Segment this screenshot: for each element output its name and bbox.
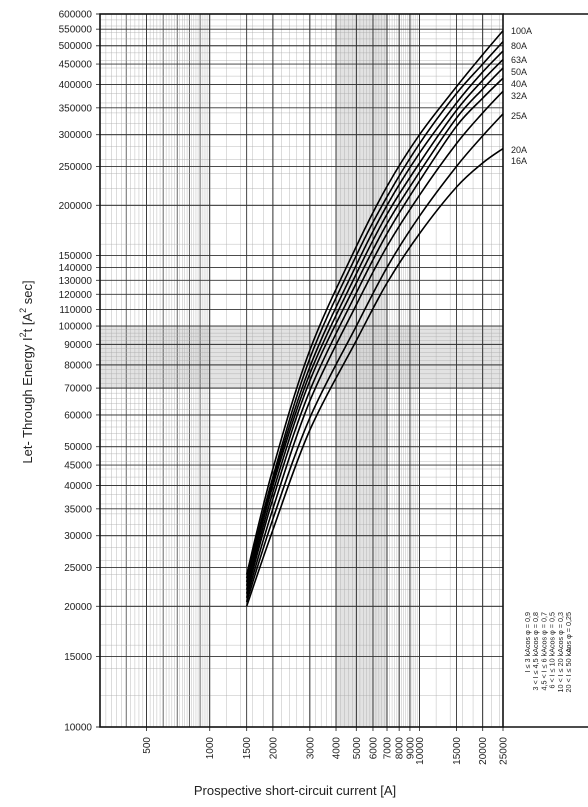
y-tick-label: 130000 [59, 276, 93, 287]
y-tick-label: 120000 [59, 290, 93, 301]
x-tick-label: 15000 [452, 737, 463, 765]
series-curve-80A [245, 41, 504, 579]
curve-label: 40A [511, 79, 527, 89]
y-tick-label: 60000 [64, 410, 92, 421]
table-range-cell: 4,5 < I ≤ 6 kA [539, 648, 548, 691]
y-axis-label-sup2: 2 [18, 308, 28, 313]
curve-label: 32A [511, 91, 527, 101]
curve-label: 50A [511, 67, 527, 77]
y-tick-labels: 10000 15000 20000 25000 30000 35000 40000 45000… [59, 10, 93, 734]
y-tick-label: 50000 [64, 442, 92, 453]
y-tick-label: 20000 [64, 602, 92, 613]
x-tick-label: 20000 [478, 737, 489, 765]
series-curve-25A [245, 90, 504, 599]
y-axis-label-end: sec] [20, 280, 35, 307]
y-tick-label: 450000 [59, 60, 93, 71]
y-tick-label: 400000 [59, 80, 93, 91]
y-tick-label: 35000 [64, 504, 92, 515]
y-tick-label: 80000 [64, 360, 92, 371]
y-tick-label: 45000 [64, 461, 92, 472]
x-tick-label: 2000 [268, 737, 279, 760]
series-curve-16A [245, 147, 504, 607]
x-tick-label: 8000 [395, 737, 406, 760]
x-tick-label: 500 [142, 737, 153, 754]
y-tick-label: 110000 [59, 305, 92, 316]
x-tick-label: 1500 [242, 737, 253, 760]
y-tick-label: 200000 [59, 201, 93, 212]
series-curve-40A [245, 67, 504, 590]
y-tick-label: 500000 [59, 41, 93, 52]
x-axis-label: Prospective short-circuit current [A] [194, 783, 396, 798]
table-pf-cell: cos φ = 0,3 [556, 612, 565, 648]
y-axis-label-mid: t [A [20, 313, 35, 333]
table-range-cell: 3 < I ≤ 4,5 kA [531, 648, 540, 691]
y-tick-label: 300000 [59, 130, 93, 141]
y-axis-label-main: Let- Through Energy I [20, 337, 35, 463]
grid [96, 13, 504, 731]
y-tick-label: 100000 [59, 322, 93, 333]
table-range-cell: 20 < I ≤ 50 kA [564, 648, 573, 693]
y-tick-label: 10000 [64, 723, 92, 734]
y-tick-label: 140000 [59, 263, 93, 274]
y-axis-label-sup: 2 [18, 332, 28, 337]
table-range-cell: 6 < I ≤ 10 kA [548, 648, 557, 689]
table-pf-cell: cos φ = 0,25 [564, 612, 573, 652]
y-tick-label: 600000 [59, 10, 93, 21]
y-tick-label: 25000 [64, 563, 92, 574]
series-curve-100A [245, 30, 504, 575]
x-tick-labels: 500 1000 1500 2000 3000 4000 5000 6000 7000 8000 9… [142, 737, 509, 765]
table-range-cell: 10 < I ≤ 20 kA [556, 648, 565, 693]
curve-label: 63A [511, 55, 527, 65]
y-tick-label: 30000 [64, 531, 92, 542]
x-tick-label: 5000 [352, 737, 363, 760]
curve-label: 20A [511, 145, 527, 155]
x-tick-label: 6000 [368, 737, 379, 760]
x-tick-label: 25000 [499, 737, 510, 765]
x-tick-label: 3000 [305, 737, 316, 760]
x-tick-label: 9000 [405, 737, 416, 760]
curve-label: 100A [511, 26, 532, 36]
table-range-cell: I ≤ 3 kA [523, 648, 532, 673]
y-tick-label: 70000 [64, 384, 92, 395]
series-curve-50A [245, 58, 504, 586]
y-tick-label: 150000 [59, 251, 93, 262]
table-pf-cell: cos φ = 0,5 [548, 612, 557, 648]
x-tick-label: 7000 [383, 737, 394, 760]
table-pf-cell: cos φ = 0,7 [539, 612, 548, 648]
y-tick-label: 250000 [59, 162, 93, 173]
curve-label: 25A [511, 111, 527, 121]
table-pf-cell: cos φ = 0,9 [523, 612, 532, 648]
series-curve-32A [245, 77, 504, 594]
y-tick-label: 15000 [64, 652, 92, 663]
x-tick-label: 1000 [205, 737, 216, 760]
plot-frame [99, 13, 504, 728]
series-curve-20A [245, 113, 504, 603]
x-tick-label: 4000 [332, 737, 343, 760]
curve-label: 80A [511, 41, 527, 51]
curve-label: 16A [511, 156, 527, 166]
y-tick-label: 550000 [59, 25, 93, 36]
y-axis-label: Let- Through Energy I2t [A2 sec] [18, 280, 35, 463]
y-tick-label: 40000 [64, 481, 92, 492]
series-curves [245, 30, 504, 607]
table-pf-cell: cos φ = 0,8 [531, 612, 540, 648]
y-tick-label: 350000 [59, 103, 93, 114]
shaded-region [100, 326, 503, 389]
x-tick-label: 10000 [415, 737, 426, 765]
series-curve-63A [245, 50, 504, 583]
y-tick-label: 90000 [64, 340, 92, 351]
